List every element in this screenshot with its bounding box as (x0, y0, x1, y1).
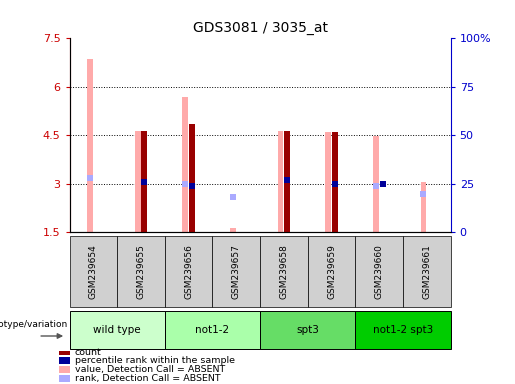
Bar (278, 131, 283, 232)
Bar (421, 182, 426, 232)
Bar (355, 311, 451, 349)
Bar (165, 311, 260, 349)
Text: count: count (75, 348, 101, 356)
Text: GSM239661: GSM239661 (422, 244, 431, 299)
Bar (373, 136, 379, 232)
Bar (307, 236, 355, 307)
Bar (59, 357, 70, 364)
Text: wild type: wild type (93, 325, 141, 335)
Bar (230, 228, 236, 232)
Text: GSM239658: GSM239658 (280, 244, 288, 299)
Bar (59, 374, 70, 382)
Bar (355, 236, 403, 307)
Bar (59, 348, 70, 355)
Bar (182, 97, 188, 232)
Bar (260, 236, 308, 307)
Text: percentile rank within the sample: percentile rank within the sample (75, 356, 235, 365)
Bar (212, 236, 260, 307)
Text: spt3: spt3 (296, 325, 319, 335)
Bar (325, 132, 331, 232)
Text: not1-2 spt3: not1-2 spt3 (373, 325, 433, 335)
Bar (284, 131, 290, 232)
Bar (332, 132, 338, 232)
Text: GSM239657: GSM239657 (232, 244, 241, 299)
Bar (59, 366, 70, 373)
Bar (165, 236, 212, 307)
Text: value, Detection Call = ABSENT: value, Detection Call = ABSENT (75, 365, 225, 374)
Text: GSM239659: GSM239659 (327, 244, 336, 299)
Bar (142, 131, 147, 232)
Text: GSM239654: GSM239654 (89, 244, 98, 299)
Text: not1-2: not1-2 (195, 325, 230, 335)
Bar (70, 236, 117, 307)
Bar (189, 124, 195, 232)
Text: GSM239655: GSM239655 (136, 244, 145, 299)
Text: genotype/variation: genotype/variation (0, 320, 67, 329)
Bar (403, 236, 451, 307)
Text: GSM239660: GSM239660 (375, 244, 384, 299)
Text: GSM239656: GSM239656 (184, 244, 193, 299)
Bar (70, 311, 165, 349)
Text: rank, Detection Call = ABSENT: rank, Detection Call = ABSENT (75, 374, 220, 383)
Bar (260, 311, 355, 349)
Bar (117, 236, 165, 307)
Bar (135, 131, 141, 232)
Bar (87, 60, 93, 232)
Title: GDS3081 / 3035_at: GDS3081 / 3035_at (193, 21, 328, 35)
